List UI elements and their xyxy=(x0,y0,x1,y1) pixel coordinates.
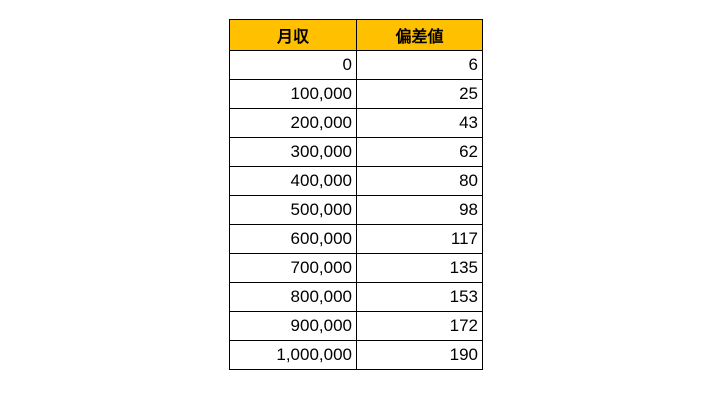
header-monthly-income: 月収 xyxy=(229,19,357,51)
deviation-value-cell: 25 xyxy=(356,79,483,109)
table-row: 300,000 62 xyxy=(229,137,483,167)
deviation-value-cell: 117 xyxy=(356,224,483,254)
deviation-value-cell: 153 xyxy=(356,282,483,312)
deviation-value-cell: 6 xyxy=(356,50,483,80)
monthly-income-cell: 300,000 xyxy=(229,137,357,167)
table-row: 100,000 25 xyxy=(229,79,483,109)
monthly-income-cell: 900,000 xyxy=(229,311,357,341)
monthly-income-cell: 200,000 xyxy=(229,108,357,138)
deviation-value-cell: 190 xyxy=(356,340,483,370)
monthly-income-cell: 700,000 xyxy=(229,253,357,283)
monthly-income-cell: 0 xyxy=(229,50,357,80)
table-row: 800,000 153 xyxy=(229,282,483,312)
deviation-value-cell: 172 xyxy=(356,311,483,341)
deviation-value-cell: 62 xyxy=(356,137,483,167)
header-row: 月収 偏差値 xyxy=(229,19,483,51)
deviation-value-cell: 135 xyxy=(356,253,483,283)
header-deviation-value: 偏差値 xyxy=(356,19,483,51)
table-row: 400,000 80 xyxy=(229,166,483,196)
table-row: 700,000 135 xyxy=(229,253,483,283)
table-row: 500,000 98 xyxy=(229,195,483,225)
table-row: 600,000 117 xyxy=(229,224,483,254)
table-row: 1,000,000 190 xyxy=(229,340,483,370)
table-row: 900,000 172 xyxy=(229,311,483,341)
income-deviation-table: 月収 偏差値 0 6 100,000 25 200,000 43 300,000 62 400,… xyxy=(229,19,483,370)
monthly-income-cell: 400,000 xyxy=(229,166,357,196)
monthly-income-cell: 500,000 xyxy=(229,195,357,225)
deviation-value-cell: 80 xyxy=(356,166,483,196)
deviation-value-cell: 98 xyxy=(356,195,483,225)
deviation-value-cell: 43 xyxy=(356,108,483,138)
monthly-income-cell: 100,000 xyxy=(229,79,357,109)
monthly-income-cell: 1,000,000 xyxy=(229,340,357,370)
table-row: 200,000 43 xyxy=(229,108,483,138)
monthly-income-cell: 800,000 xyxy=(229,282,357,312)
monthly-income-cell: 600,000 xyxy=(229,224,357,254)
